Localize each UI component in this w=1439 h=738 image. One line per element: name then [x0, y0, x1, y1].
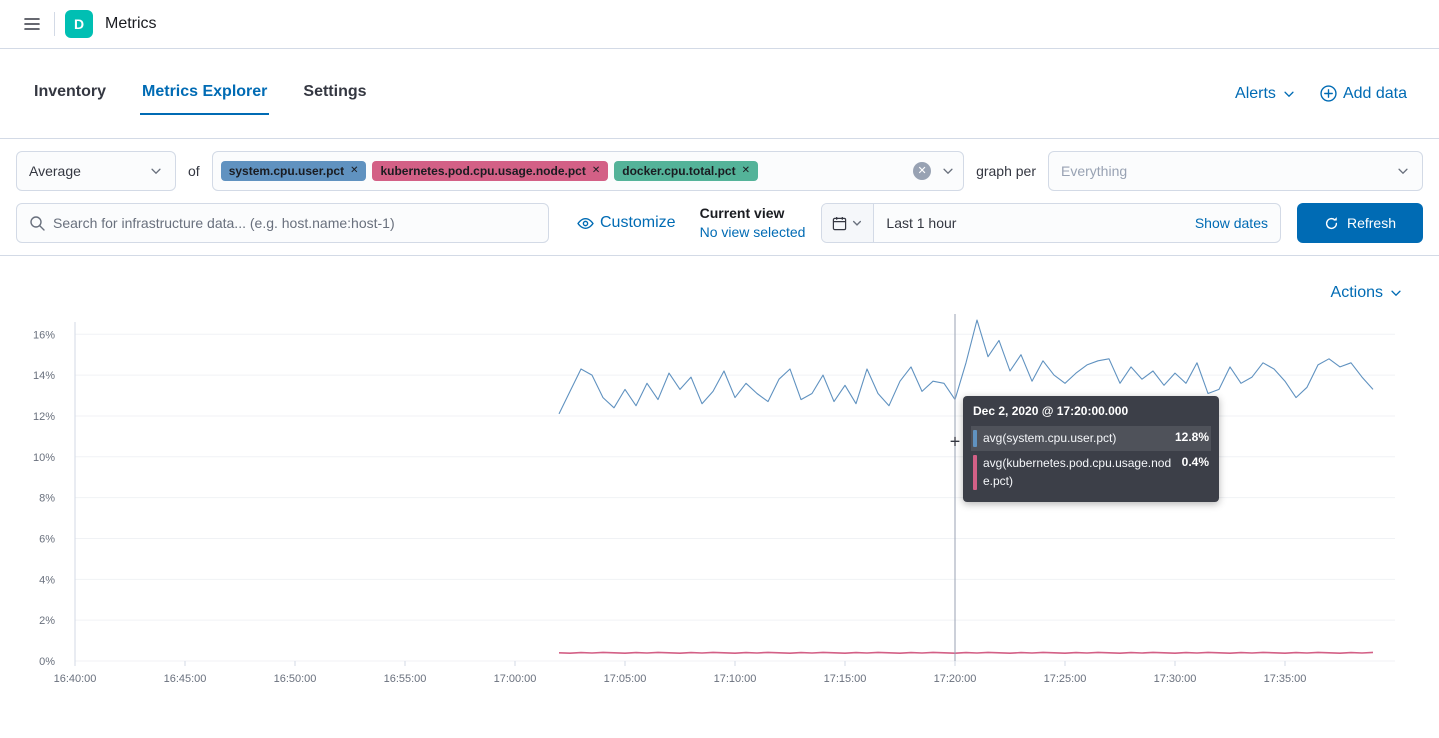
view-selector-link[interactable]: No view selected — [699, 224, 806, 240]
tab-bar: Inventory Metrics Explorer Settings Aler… — [0, 49, 1439, 139]
actions-label: Actions — [1330, 284, 1383, 301]
search-input-wrap — [16, 203, 549, 243]
aggregation-value: Average — [29, 163, 81, 179]
refresh-button[interactable]: Refresh — [1297, 203, 1423, 243]
metric-tag-label: docker.cpu.total.pct — [622, 164, 736, 178]
svg-text:16:55:00: 16:55:00 — [384, 673, 427, 685]
chevron-down-icon[interactable] — [941, 164, 955, 178]
svg-text:12%: 12% — [33, 411, 55, 423]
of-label: of — [188, 163, 200, 179]
tooltip-row: avg(kubernetes.pod.cpu.usage.node.pct) 0… — [971, 451, 1211, 494]
tooltip-series-label: avg(system.cpu.user.pct) — [983, 431, 1117, 445]
metric-tag-label: kubernetes.pod.cpu.usage.node.pct — [380, 164, 586, 178]
metrics-explorer-controls: Average of system.cpu.user.pct ✕ kubernete… — [0, 139, 1439, 256]
current-view-block: Current view No view selected — [700, 204, 806, 242]
metrics-chart[interactable]: 0% 2% 4% 6% 8% 10% 12% 14% 16% 16:40:00 16:45:00 16… — [0, 308, 1439, 699]
chart-tooltip: Dec 2, 2020 @ 17:20:00.000 avg(system.cp… — [963, 396, 1219, 503]
search-input[interactable] — [53, 215, 536, 231]
aggregation-select[interactable]: Average — [16, 151, 176, 191]
svg-text:17:10:00: 17:10:00 — [714, 673, 757, 685]
refresh-icon — [1324, 216, 1339, 231]
space-avatar[interactable]: D — [65, 10, 93, 38]
chevron-down-icon — [851, 217, 863, 229]
add-data-label: Add data — [1342, 84, 1407, 102]
svg-text:17:25:00: 17:25:00 — [1044, 673, 1087, 685]
tab-inventory[interactable]: Inventory — [34, 82, 107, 100]
svg-text:17:05:00: 17:05:00 — [604, 673, 647, 685]
current-view-label: Current view — [699, 205, 785, 222]
chevron-down-icon — [1389, 286, 1403, 300]
remove-metric-icon[interactable]: ✕ — [591, 165, 601, 176]
show-dates-button[interactable]: Show dates — [1194, 215, 1268, 231]
alerts-dropdown[interactable]: Alerts — [1235, 85, 1296, 103]
svg-text:14%: 14% — [33, 370, 55, 382]
calendar-icon — [832, 216, 847, 231]
page-title: Metrics — [105, 15, 157, 32]
series-color-bar — [973, 430, 977, 448]
chevron-down-icon — [1282, 87, 1296, 101]
svg-text:16%: 16% — [33, 329, 55, 341]
clear-metrics-button[interactable]: ✕ — [913, 162, 932, 180]
alerts-label: Alerts — [1235, 84, 1276, 102]
tab-metrics-explorer[interactable]: Metrics Explorer — [140, 73, 270, 115]
svg-text:17:35:00: 17:35:00 — [1264, 673, 1307, 685]
graph-per-label: graph per — [976, 163, 1036, 179]
tooltip-timestamp: Dec 2, 2020 @ 17:20:00.000 — [973, 404, 1129, 418]
svg-text:17:15:00: 17:15:00 — [824, 673, 867, 685]
tooltip-series-value: 12.8% — [1174, 430, 1209, 444]
customize-button[interactable]: Customize — [577, 214, 676, 232]
metrics-combobox[interactable]: system.cpu.user.pct ✕ kubernetes.pod.cpu.u… — [211, 151, 965, 191]
svg-text:17:00:00: 17:00:00 — [494, 673, 537, 685]
svg-text:2%: 2% — [39, 615, 55, 627]
add-data-button[interactable]: Add data — [1320, 85, 1407, 103]
tab-settings[interactable]: Settings — [303, 82, 367, 100]
metric-tag[interactable]: docker.cpu.total.pct ✕ — [614, 161, 758, 181]
chevron-down-icon — [1396, 164, 1410, 178]
timeseries-chart[interactable]: 0% 2% 4% 6% 8% 10% 12% 14% 16% 16:40:00 16:45:00 16… — [0, 308, 1439, 696]
divider — [54, 12, 55, 36]
tooltip-series-value: 0.4% — [1181, 455, 1209, 470]
svg-text:16:50:00: 16:50:00 — [274, 673, 317, 685]
metric-tag-label: system.cpu.user.pct — [228, 164, 345, 178]
top-bar: D Metrics — [0, 0, 1439, 49]
svg-text:+: + — [950, 431, 961, 451]
metric-tag[interactable]: system.cpu.user.pct ✕ — [220, 161, 367, 181]
time-range-button[interactable]: Last 1 hour — [886, 215, 957, 231]
graph-per-select[interactable]: Everything — [1048, 151, 1423, 191]
calendar-dropdown-button[interactable] — [822, 204, 875, 242]
svg-text:8%: 8% — [39, 493, 55, 505]
date-picker: Last 1 hour Show dates — [821, 203, 1281, 243]
graph-per-placeholder: Everything — [1061, 163, 1128, 179]
svg-text:0%: 0% — [39, 656, 55, 668]
svg-text:10%: 10% — [33, 452, 55, 464]
chevron-down-icon — [149, 164, 163, 178]
tooltip-series-label: avg(kubernetes.pod.cpu.usage.node.pct) — [983, 456, 1172, 488]
svg-text:17:20:00: 17:20:00 — [934, 673, 977, 685]
svg-text:4%: 4% — [39, 574, 55, 586]
metric-tag-list: system.cpu.user.pct ✕ kubernetes.pod.cpu.u… — [220, 161, 907, 181]
svg-text:16:40:00: 16:40:00 — [54, 673, 97, 685]
refresh-label: Refresh — [1346, 215, 1397, 231]
tooltip-row: avg(system.cpu.user.pct) 12.8% — [971, 426, 1211, 452]
customize-label: Customize — [600, 214, 676, 231]
plus-circle-icon — [1320, 85, 1337, 102]
series-color-bar — [973, 455, 977, 491]
search-icon — [29, 215, 45, 231]
metric-tag[interactable]: kubernetes.pod.cpu.usage.node.pct ✕ — [372, 161, 609, 181]
svg-text:17:30:00: 17:30:00 — [1154, 673, 1197, 685]
remove-metric-icon[interactable]: ✕ — [350, 165, 359, 176]
svg-text:6%: 6% — [39, 533, 55, 545]
svg-text:16:45:00: 16:45:00 — [164, 673, 207, 685]
eye-icon — [577, 215, 594, 232]
hamburger-menu-icon[interactable] — [12, 4, 52, 44]
remove-metric-icon[interactable]: ✕ — [741, 165, 750, 176]
actions-dropdown[interactable]: Actions — [1331, 284, 1403, 302]
